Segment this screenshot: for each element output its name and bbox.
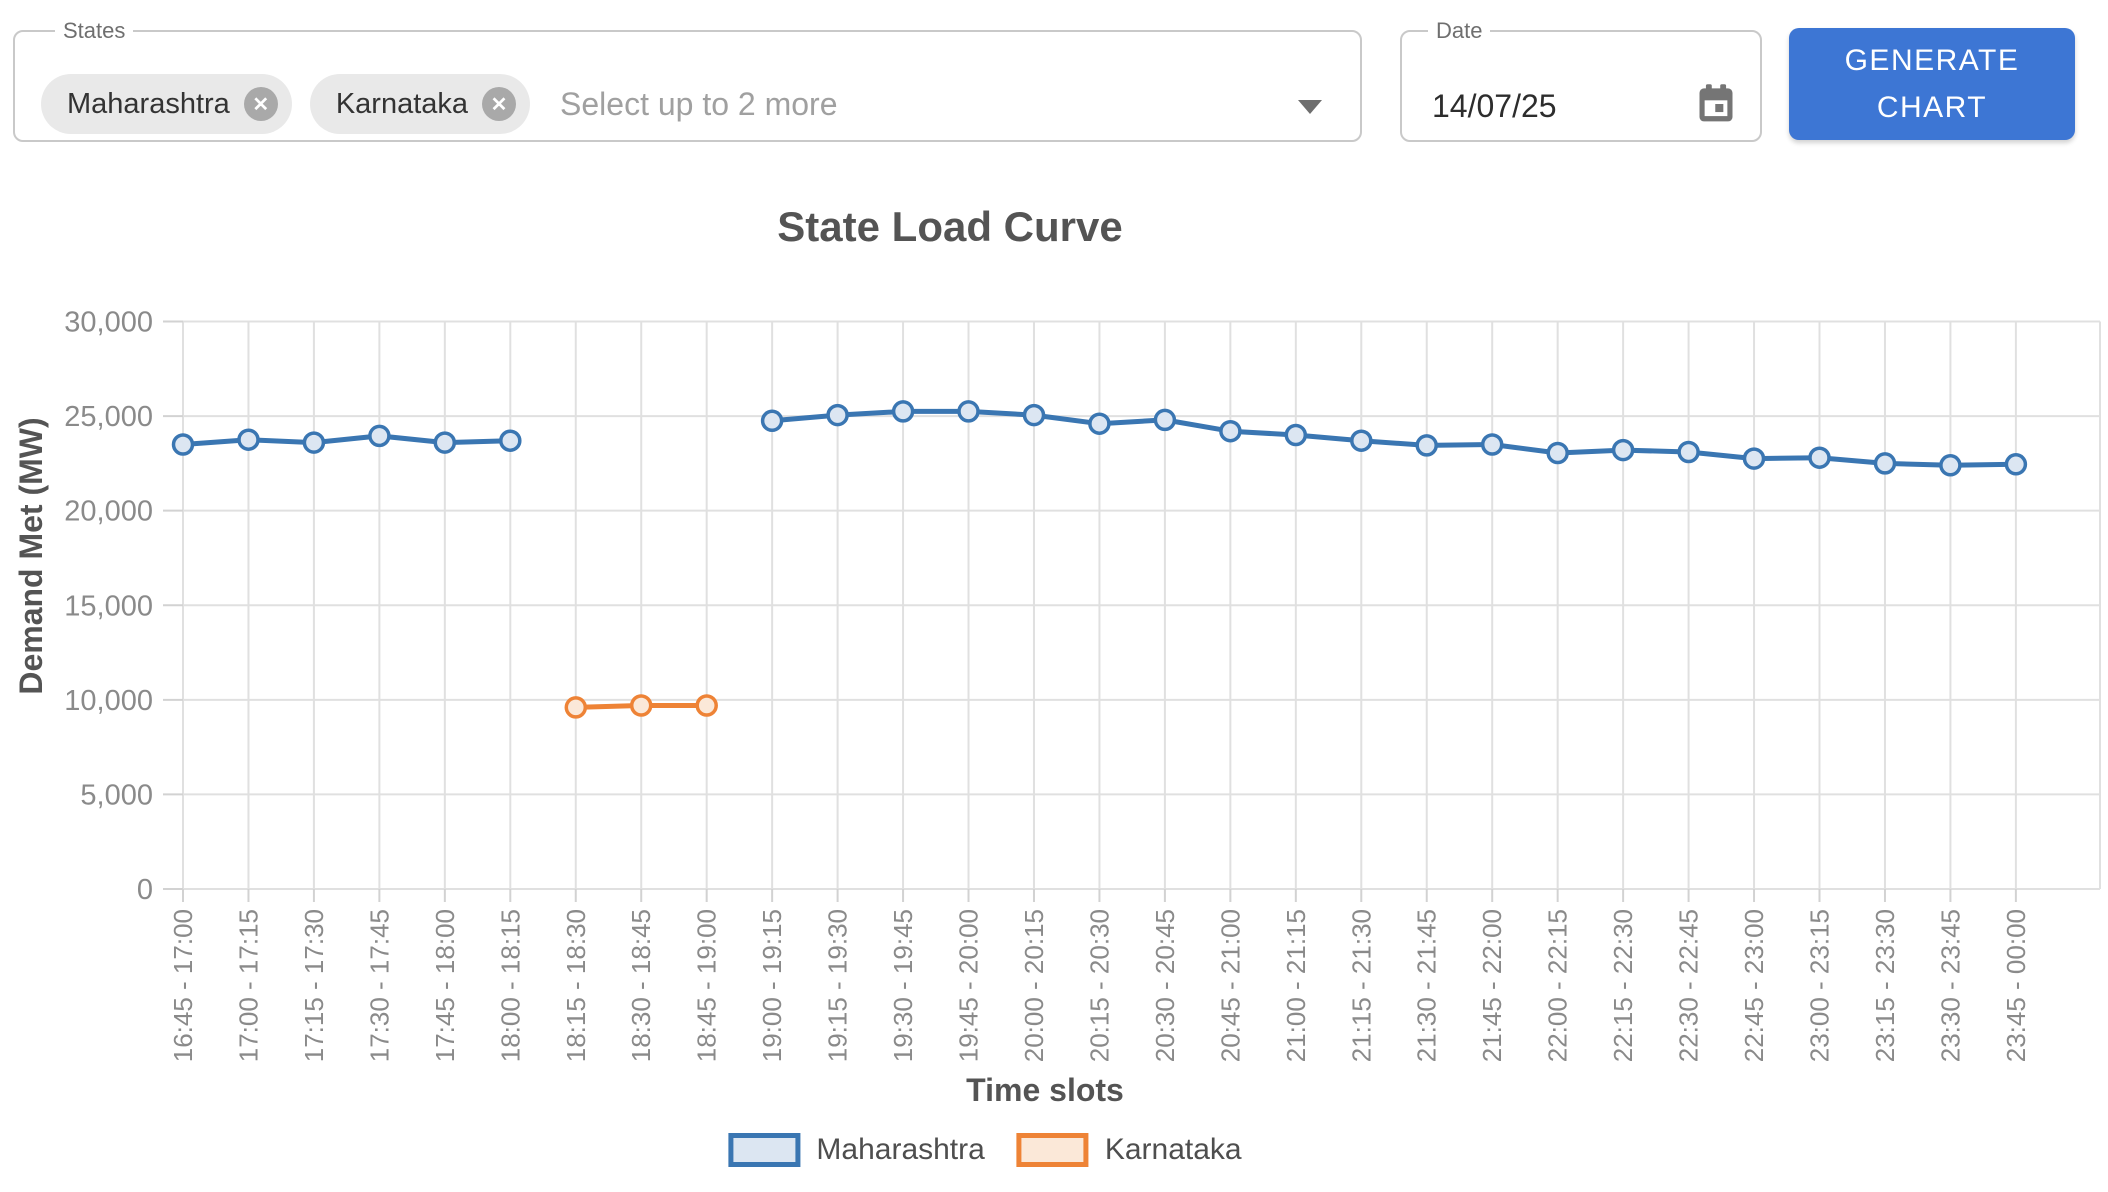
- data-point: [237, 428, 260, 451]
- svg-text:20:30 - 20:45: 20:30 - 20:45: [1150, 909, 1180, 1062]
- states-placeholder[interactable]: Select up to 2 more: [560, 85, 838, 122]
- data-point: [1219, 419, 1242, 443]
- svg-text:23:15 - 23:30: 23:15 - 23:30: [1870, 909, 1900, 1062]
- svg-text:19:30 - 19:45: 19:30 - 19:45: [888, 909, 918, 1062]
- chip-remove-icon[interactable]: ✕: [482, 87, 517, 121]
- data-point: [1153, 408, 1177, 432]
- data-point: [171, 433, 195, 456]
- svg-text:22:30 - 22:45: 22:30 - 22:45: [1674, 909, 1704, 1062]
- svg-text:16:45 - 17:00: 16:45 - 17:00: [168, 909, 198, 1062]
- legend-swatch-maharashtra: [728, 1133, 801, 1167]
- svg-text:18:15 - 18:30: 18:15 - 18:30: [561, 909, 591, 1062]
- data-point: [1677, 440, 1700, 464]
- date-field-label: Date: [1436, 18, 1483, 43]
- legend-label: Maharashtra: [816, 1133, 985, 1166]
- svg-text:17:15 - 17:30: 17:15 - 17:30: [299, 909, 329, 1062]
- svg-text:22:45 - 23:00: 22:45 - 23:00: [1739, 909, 1769, 1062]
- svg-text:15,000: 15,000: [64, 590, 153, 622]
- chart-title: State Load Curve: [777, 203, 1123, 250]
- svg-text:21:15 - 21:30: 21:15 - 21:30: [1346, 909, 1376, 1062]
- svg-text:0: 0: [137, 874, 153, 906]
- svg-text:19:15 - 19:30: 19:15 - 19:30: [823, 909, 853, 1062]
- svg-text:19:00 - 19:15: 19:00 - 19:15: [757, 909, 787, 1062]
- svg-text:22:00 - 22:15: 22:00 - 22:15: [1543, 909, 1573, 1062]
- calendar-icon[interactable]: [1694, 82, 1738, 126]
- states-multiselect[interactable]: States Maharashtra ✕ Karnataka ✕ Select …: [13, 18, 1362, 142]
- data-point: [1350, 429, 1373, 452]
- data-point: [1546, 441, 1569, 465]
- svg-text:23:00 - 23:15: 23:00 - 23:15: [1805, 909, 1835, 1062]
- data-point: [957, 400, 980, 423]
- svg-text:18:00 - 18:15: 18:00 - 18:15: [495, 909, 525, 1062]
- data-point: [1939, 454, 1962, 477]
- legend-swatch-karnataka: [1016, 1133, 1089, 1167]
- data-point: [302, 431, 326, 454]
- svg-text:20,000: 20,000: [64, 496, 153, 528]
- legend-item-maharashtra[interactable]: Maharashtra: [728, 1133, 985, 1167]
- axis-tick-labels: 0 5,000 10,000 15,000 20,000 25,000 30,000 16:4…: [64, 307, 2031, 1063]
- svg-text:22:15 - 22:30: 22:15 - 22:30: [1608, 909, 1638, 1062]
- svg-text:20:45 - 21:00: 20:45 - 21:00: [1215, 909, 1245, 1062]
- state-chip-karnataka[interactable]: Karnataka ✕: [309, 74, 531, 134]
- svg-text:17:45 - 18:00: 17:45 - 18:00: [430, 909, 460, 1062]
- svg-text:20:00 - 20:15: 20:00 - 20:15: [1019, 909, 1049, 1062]
- date-input[interactable]: 14/07/25: [1432, 88, 1557, 124]
- legend-item-karnataka[interactable]: Karnataka: [1016, 1133, 1242, 1167]
- chip-label: Maharashtra: [67, 87, 230, 120]
- svg-text:21:00 - 21:15: 21:00 - 21:15: [1281, 909, 1311, 1062]
- svg-text:17:30 - 17:45: 17:30 - 17:45: [364, 909, 394, 1062]
- selected-state-chips: Maharashtra ✕ Karnataka ✕ Select up to 2…: [41, 74, 838, 134]
- data-point: [433, 431, 457, 454]
- svg-text:18:30 - 18:45: 18:30 - 18:45: [626, 909, 656, 1062]
- svg-text:23:45 - 00:00: 23:45 - 00:00: [2001, 909, 2031, 1062]
- states-field-label: States: [63, 18, 126, 43]
- data-point: [1808, 446, 1831, 469]
- chip-label: Karnataka: [335, 87, 469, 120]
- data-point: [1873, 452, 1897, 475]
- data-point: [1742, 447, 1766, 470]
- data-point: [695, 694, 718, 717]
- data-point: [1611, 438, 1635, 462]
- svg-text:18:45 - 19:00: 18:45 - 19:00: [692, 909, 722, 1062]
- data-point: [368, 424, 391, 448]
- data-point: [826, 403, 849, 427]
- svg-text:5,000: 5,000: [80, 779, 153, 811]
- svg-text:21:45 - 22:00: 21:45 - 22:00: [1477, 909, 1507, 1062]
- data-point: [1022, 403, 1046, 427]
- data-point: [499, 429, 522, 452]
- chip-remove-icon[interactable]: ✕: [243, 87, 278, 121]
- data-point: [1284, 423, 1308, 447]
- data-point: [629, 694, 653, 717]
- data-point: [564, 696, 588, 719]
- data-point: [1415, 434, 1438, 457]
- svg-text:17:00 - 17:15: 17:00 - 17:15: [233, 909, 263, 1062]
- state-chip-maharashtra[interactable]: Maharashtra ✕: [41, 74, 292, 134]
- chart-legend: Maharashtra Karnataka: [728, 1133, 1242, 1167]
- grid-lines: [182, 320, 2101, 890]
- svg-text:10,000: 10,000: [64, 685, 153, 717]
- legend-label: Karnataka: [1104, 1133, 1242, 1166]
- svg-text:21:30 - 21:45: 21:30 - 21:45: [1412, 909, 1442, 1062]
- data-point: [1480, 433, 1504, 456]
- series-maharashtra[interactable]: [171, 400, 2028, 477]
- data-point: [891, 400, 915, 423]
- data-point: [760, 409, 784, 433]
- generate-chart-button[interactable]: GENERATE CHART: [1789, 28, 2075, 140]
- generate-chart-button-label: GENERATE CHART: [1844, 44, 2020, 124]
- y-axis-title: Demand Met (MW): [13, 417, 49, 694]
- svg-text:25,000: 25,000: [64, 401, 153, 433]
- svg-text:30,000: 30,000: [64, 307, 153, 339]
- chevron-down-icon[interactable]: [1298, 100, 1322, 114]
- series-karnataka[interactable]: [564, 694, 718, 719]
- svg-text:19:45 - 20:00: 19:45 - 20:00: [954, 909, 984, 1062]
- axis-ticks: [163, 320, 2017, 902]
- data-point: [2004, 453, 2028, 476]
- date-picker-field[interactable]: Date 14/07/25: [1400, 18, 1762, 142]
- svg-text:20:15 - 20:30: 20:15 - 20:30: [1084, 909, 1114, 1062]
- x-axis-title: Time slots: [966, 1072, 1124, 1108]
- data-point: [1088, 412, 1111, 435]
- svg-text:23:30 - 23:45: 23:30 - 23:45: [1935, 909, 1965, 1062]
